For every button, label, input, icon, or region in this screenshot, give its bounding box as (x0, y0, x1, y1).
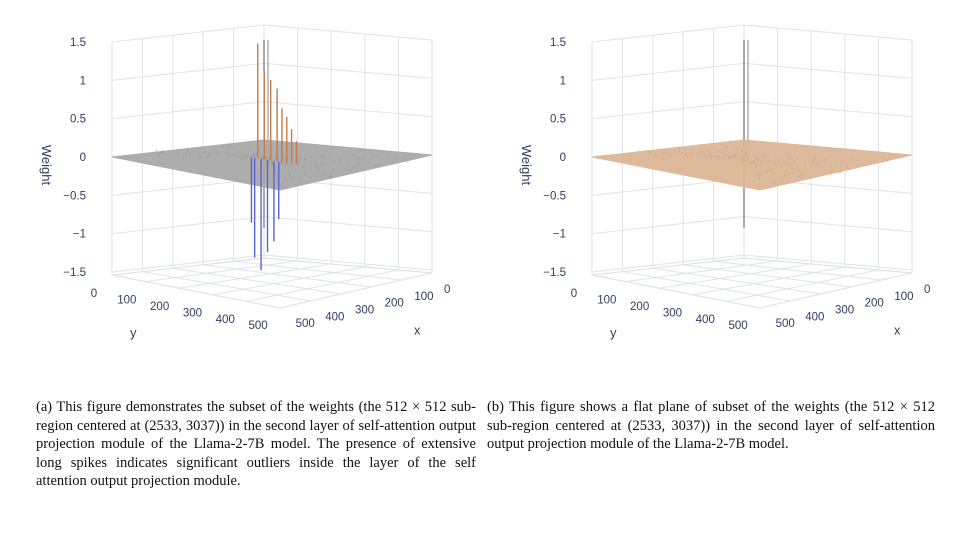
y-tick-label: 0 (571, 288, 577, 300)
y-tick-label: 500 (728, 320, 747, 332)
caption-b: (b) This figure shows a flat plane of su… (487, 399, 935, 452)
z-ticks-0: 1.5 1 0.5 0 −0.5 −1 −1.5 (63, 37, 86, 279)
z-tick-label: −1.5 (543, 267, 566, 279)
z-tick-label: 1 (560, 75, 566, 87)
y-axis-title: y (610, 325, 617, 340)
y-tick-label: 200 (630, 301, 649, 313)
z-tick-label: 0.5 (550, 114, 566, 126)
z-axis-title: Weight (519, 145, 534, 186)
caption-a: (a) This figure demonstrates the subset … (36, 399, 476, 489)
y-tick-label: 200 (150, 301, 169, 313)
x-tick-label: 500 (296, 318, 315, 330)
y-ticks-1: 0 100 200 300 400 500 (571, 288, 748, 332)
y-tick-label: 100 (597, 294, 616, 306)
y-tick-label: 300 (183, 307, 202, 319)
z-tick-label: 0 (560, 152, 566, 164)
y-tick-label: 100 (117, 294, 136, 306)
x-tick-label: 100 (894, 291, 913, 303)
y-tick-label: 500 (248, 320, 267, 332)
spikes-0 (250, 43, 298, 271)
surface-0 (111, 139, 433, 191)
x-tick-label: 300 (835, 305, 854, 317)
x-tick-label: 0 (924, 284, 930, 296)
y-tick-label: 400 (216, 314, 235, 326)
x-tick-label: 400 (805, 311, 824, 323)
x-ticks-0: 0 100 200 300 400 500 (296, 284, 451, 330)
z-axis-title: Weight (39, 145, 54, 186)
surface-plot-a[interactable]: 1.5 1 0.5 0 −0.5 −1 −1.5 Weight 0 100 200 300 400 500… (0, 0, 480, 390)
y-axis-title: y (130, 325, 137, 340)
z-tick-label: −0.5 (543, 190, 566, 202)
y-ticks-0: 0 100 200 300 400 500 (91, 288, 268, 332)
z-tick-label: 0.5 (70, 114, 86, 126)
x-tick-label: 400 (325, 311, 344, 323)
surface-plot-b[interactable]: 1.5 1 0.5 0 −0.5 −1 −1.5 Weight 0 100 200 300 400 500… (480, 0, 960, 390)
surface-1 (591, 139, 913, 191)
z-ticks-1: 1.5 1 0.5 0 −0.5 −1 −1.5 (543, 37, 566, 279)
y-tick-label: 400 (696, 314, 715, 326)
y-tick-label: 0 (91, 288, 97, 300)
z-tick-label: 1.5 (550, 37, 566, 49)
z-tick-label: −1 (73, 229, 86, 241)
x-tick-label: 300 (355, 305, 374, 317)
x-tick-label: 0 (444, 284, 450, 296)
z-tick-label: 1.5 (70, 37, 86, 49)
z-tick-label: 0 (80, 152, 86, 164)
figure-a: 1.5 1 0.5 0 −0.5 −1 −1.5 Weight 0 100 200 300 400 500… (0, 0, 480, 390)
z-tick-label: −1.5 (63, 267, 86, 279)
z-tick-label: 1 (80, 75, 86, 87)
figure-b: 1.5 1 0.5 0 −0.5 −1 −1.5 Weight 0 100 200 300 400 500… (480, 0, 960, 390)
x-ticks-1: 0 100 200 300 400 500 (776, 284, 931, 330)
x-tick-label: 200 (865, 298, 884, 310)
z-tick-label: −0.5 (63, 190, 86, 202)
x-tick-label: 500 (776, 318, 795, 330)
y-tick-label: 300 (663, 307, 682, 319)
x-axis-title: x (894, 323, 901, 338)
x-axis-title: x (414, 323, 421, 338)
x-tick-label: 100 (414, 291, 433, 303)
x-tick-label: 200 (385, 298, 404, 310)
z-tick-label: −1 (553, 229, 566, 241)
